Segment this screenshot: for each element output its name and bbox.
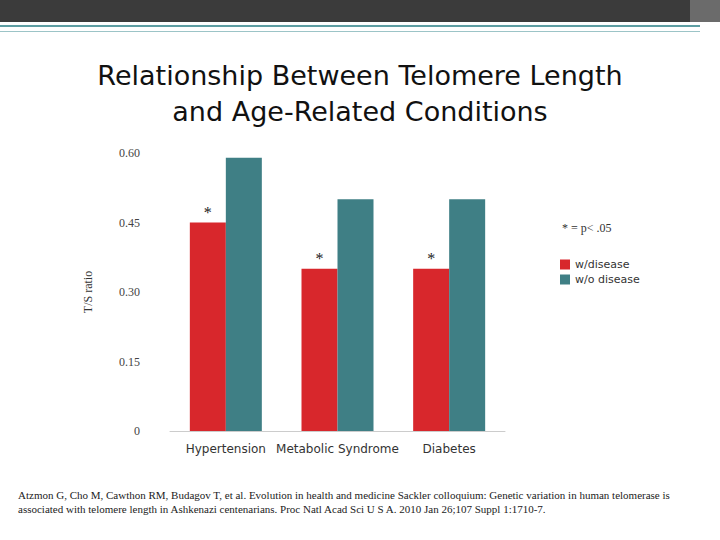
svg-text:*: * <box>204 204 212 221</box>
svg-text:0.45: 0.45 <box>119 216 140 230</box>
svg-text:0: 0 <box>134 424 140 438</box>
svg-text:0.15: 0.15 <box>119 355 140 369</box>
svg-text:*: * <box>316 250 324 267</box>
svg-text:Metabolic Syndrome: Metabolic Syndrome <box>276 442 399 456</box>
svg-text:Diabetes: Diabetes <box>423 442 476 456</box>
svg-text:*: * <box>427 250 435 267</box>
svg-text:w/o disease: w/o disease <box>575 273 640 286</box>
svg-text:Hypertension: Hypertension <box>186 442 266 456</box>
svg-text:w/disease: w/disease <box>575 258 630 271</box>
svg-text:0.60: 0.60 <box>119 146 140 160</box>
svg-text:T/S ratio: T/S ratio <box>81 271 95 313</box>
svg-text:associated with telomere lengt: associated with telomere length in Ashke… <box>18 503 546 515</box>
svg-text:0.30: 0.30 <box>119 285 140 299</box>
svg-text:and Age-Related Conditions: and Age-Related Conditions <box>172 96 547 127</box>
svg-text:* = p< .05: * = p< .05 <box>562 221 612 235</box>
svg-text:Relationship Between Telomere: Relationship Between Telomere Length <box>97 60 622 91</box>
svg-text:Atzmon G, Cho M, Cawthon RM, B: Atzmon G, Cho M, Cawthon RM, Budagov T, … <box>18 489 673 501</box>
